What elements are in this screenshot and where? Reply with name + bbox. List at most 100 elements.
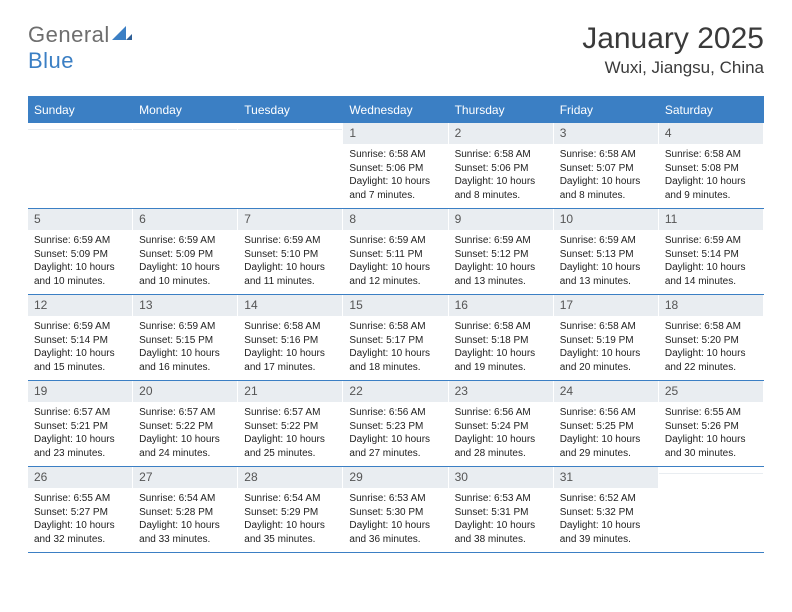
sunrise-text: Sunrise: 6:58 AM: [455, 148, 547, 162]
sunset-text: Sunset: 5:14 PM: [34, 334, 126, 348]
sunrise-text: Sunrise: 6:58 AM: [560, 320, 652, 334]
sunset-text: Sunset: 5:06 PM: [455, 162, 547, 176]
day-number: 17: [554, 295, 658, 316]
day-number: 31: [554, 467, 658, 488]
day-info: Sunrise: 6:59 AMSunset: 5:14 PMDaylight:…: [659, 230, 763, 294]
day-cell: [28, 123, 133, 208]
week-row: 19Sunrise: 6:57 AMSunset: 5:21 PMDayligh…: [28, 381, 764, 467]
daylight-text: Daylight: 10 hours and 30 minutes.: [665, 433, 757, 460]
day-number: 23: [449, 381, 553, 402]
sunrise-text: Sunrise: 6:59 AM: [560, 234, 652, 248]
day-info: Sunrise: 6:58 AMSunset: 5:08 PMDaylight:…: [659, 144, 763, 208]
month-title: January 2025: [582, 22, 764, 56]
sunset-text: Sunset: 5:09 PM: [34, 248, 126, 262]
day-info: Sunrise: 6:59 AMSunset: 5:12 PMDaylight:…: [449, 230, 553, 294]
sunset-text: Sunset: 5:22 PM: [139, 420, 231, 434]
dayhead-sunday: Sunday: [28, 98, 133, 123]
day-info: Sunrise: 6:58 AMSunset: 5:17 PMDaylight:…: [343, 316, 447, 380]
daylight-text: Daylight: 10 hours and 33 minutes.: [139, 519, 231, 546]
day-number: 2: [449, 123, 553, 144]
daylight-text: Daylight: 10 hours and 18 minutes.: [349, 347, 441, 374]
day-info: Sunrise: 6:58 AMSunset: 5:06 PMDaylight:…: [449, 144, 553, 208]
day-info: Sunrise: 6:59 AMSunset: 5:09 PMDaylight:…: [133, 230, 237, 294]
day-cell: 4Sunrise: 6:58 AMSunset: 5:08 PMDaylight…: [659, 123, 764, 208]
day-number: [238, 123, 342, 130]
daylight-text: Daylight: 10 hours and 12 minutes.: [349, 261, 441, 288]
sunset-text: Sunset: 5:23 PM: [349, 420, 441, 434]
sunset-text: Sunset: 5:26 PM: [665, 420, 757, 434]
header: GeneralBlue January 2025 Wuxi, Jiangsu, …: [0, 0, 792, 86]
daylight-text: Daylight: 10 hours and 22 minutes.: [665, 347, 757, 374]
week-row: 12Sunrise: 6:59 AMSunset: 5:14 PMDayligh…: [28, 295, 764, 381]
sunset-text: Sunset: 5:07 PM: [560, 162, 652, 176]
title-block: January 2025 Wuxi, Jiangsu, China: [582, 22, 764, 78]
day-cell: 10Sunrise: 6:59 AMSunset: 5:13 PMDayligh…: [554, 209, 659, 294]
dayhead-monday: Monday: [133, 98, 238, 123]
day-number: 13: [133, 295, 237, 316]
day-info: Sunrise: 6:59 AMSunset: 5:09 PMDaylight:…: [28, 230, 132, 294]
sunset-text: Sunset: 5:19 PM: [560, 334, 652, 348]
daylight-text: Daylight: 10 hours and 9 minutes.: [665, 175, 757, 202]
sunrise-text: Sunrise: 6:59 AM: [665, 234, 757, 248]
week-row: 1Sunrise: 6:58 AMSunset: 5:06 PMDaylight…: [28, 123, 764, 209]
day-cell: 16Sunrise: 6:58 AMSunset: 5:18 PMDayligh…: [449, 295, 554, 380]
day-number: 18: [659, 295, 763, 316]
sunrise-text: Sunrise: 6:58 AM: [349, 148, 441, 162]
day-number: 14: [238, 295, 342, 316]
daylight-text: Daylight: 10 hours and 24 minutes.: [139, 433, 231, 460]
day-cell: 28Sunrise: 6:54 AMSunset: 5:29 PMDayligh…: [238, 467, 343, 552]
sunset-text: Sunset: 5:15 PM: [139, 334, 231, 348]
sunrise-text: Sunrise: 6:53 AM: [349, 492, 441, 506]
day-info: Sunrise: 6:58 AMSunset: 5:06 PMDaylight:…: [343, 144, 447, 208]
day-cell: 21Sunrise: 6:57 AMSunset: 5:22 PMDayligh…: [238, 381, 343, 466]
day-number: 6: [133, 209, 237, 230]
day-number: [659, 467, 763, 474]
day-info: Sunrise: 6:53 AMSunset: 5:31 PMDaylight:…: [449, 488, 553, 552]
sunset-text: Sunset: 5:17 PM: [349, 334, 441, 348]
sunrise-text: Sunrise: 6:53 AM: [455, 492, 547, 506]
daylight-text: Daylight: 10 hours and 16 minutes.: [139, 347, 231, 374]
sunrise-text: Sunrise: 6:55 AM: [665, 406, 757, 420]
logo-word-general: General: [28, 22, 110, 47]
sunrise-text: Sunrise: 6:59 AM: [244, 234, 336, 248]
sunset-text: Sunset: 5:32 PM: [560, 506, 652, 520]
day-cell: 14Sunrise: 6:58 AMSunset: 5:16 PMDayligh…: [238, 295, 343, 380]
day-number: 7: [238, 209, 342, 230]
day-cell: 22Sunrise: 6:56 AMSunset: 5:23 PMDayligh…: [343, 381, 448, 466]
day-cell: 13Sunrise: 6:59 AMSunset: 5:15 PMDayligh…: [133, 295, 238, 380]
daylight-text: Daylight: 10 hours and 32 minutes.: [34, 519, 126, 546]
sunrise-text: Sunrise: 6:55 AM: [34, 492, 126, 506]
sunset-text: Sunset: 5:18 PM: [455, 334, 547, 348]
day-number: 20: [133, 381, 237, 402]
sunrise-text: Sunrise: 6:57 AM: [139, 406, 231, 420]
day-cell: 3Sunrise: 6:58 AMSunset: 5:07 PMDaylight…: [554, 123, 659, 208]
daylight-text: Daylight: 10 hours and 19 minutes.: [455, 347, 547, 374]
daylight-text: Daylight: 10 hours and 13 minutes.: [560, 261, 652, 288]
daylight-text: Daylight: 10 hours and 36 minutes.: [349, 519, 441, 546]
week-row: 5Sunrise: 6:59 AMSunset: 5:09 PMDaylight…: [28, 209, 764, 295]
day-cell: 19Sunrise: 6:57 AMSunset: 5:21 PMDayligh…: [28, 381, 133, 466]
sunrise-text: Sunrise: 6:59 AM: [139, 234, 231, 248]
day-cell: 18Sunrise: 6:58 AMSunset: 5:20 PMDayligh…: [659, 295, 764, 380]
daylight-text: Daylight: 10 hours and 10 minutes.: [139, 261, 231, 288]
sunrise-text: Sunrise: 6:58 AM: [560, 148, 652, 162]
sunrise-text: Sunrise: 6:56 AM: [455, 406, 547, 420]
daylight-text: Daylight: 10 hours and 14 minutes.: [665, 261, 757, 288]
day-cell: 23Sunrise: 6:56 AMSunset: 5:24 PMDayligh…: [449, 381, 554, 466]
day-number: [133, 123, 237, 130]
sunset-text: Sunset: 5:27 PM: [34, 506, 126, 520]
day-number: 27: [133, 467, 237, 488]
day-info: Sunrise: 6:57 AMSunset: 5:22 PMDaylight:…: [238, 402, 342, 466]
daylight-text: Daylight: 10 hours and 35 minutes.: [244, 519, 336, 546]
sunrise-text: Sunrise: 6:58 AM: [349, 320, 441, 334]
sunset-text: Sunset: 5:20 PM: [665, 334, 757, 348]
day-info: Sunrise: 6:58 AMSunset: 5:19 PMDaylight:…: [554, 316, 658, 380]
sunset-text: Sunset: 5:14 PM: [665, 248, 757, 262]
day-info: Sunrise: 6:56 AMSunset: 5:25 PMDaylight:…: [554, 402, 658, 466]
day-info: Sunrise: 6:58 AMSunset: 5:18 PMDaylight:…: [449, 316, 553, 380]
dayhead-wednesday: Wednesday: [343, 98, 448, 123]
day-number: 5: [28, 209, 132, 230]
day-cell: 27Sunrise: 6:54 AMSunset: 5:28 PMDayligh…: [133, 467, 238, 552]
day-info: Sunrise: 6:54 AMSunset: 5:29 PMDaylight:…: [238, 488, 342, 552]
logo-sail-icon: [112, 22, 132, 48]
